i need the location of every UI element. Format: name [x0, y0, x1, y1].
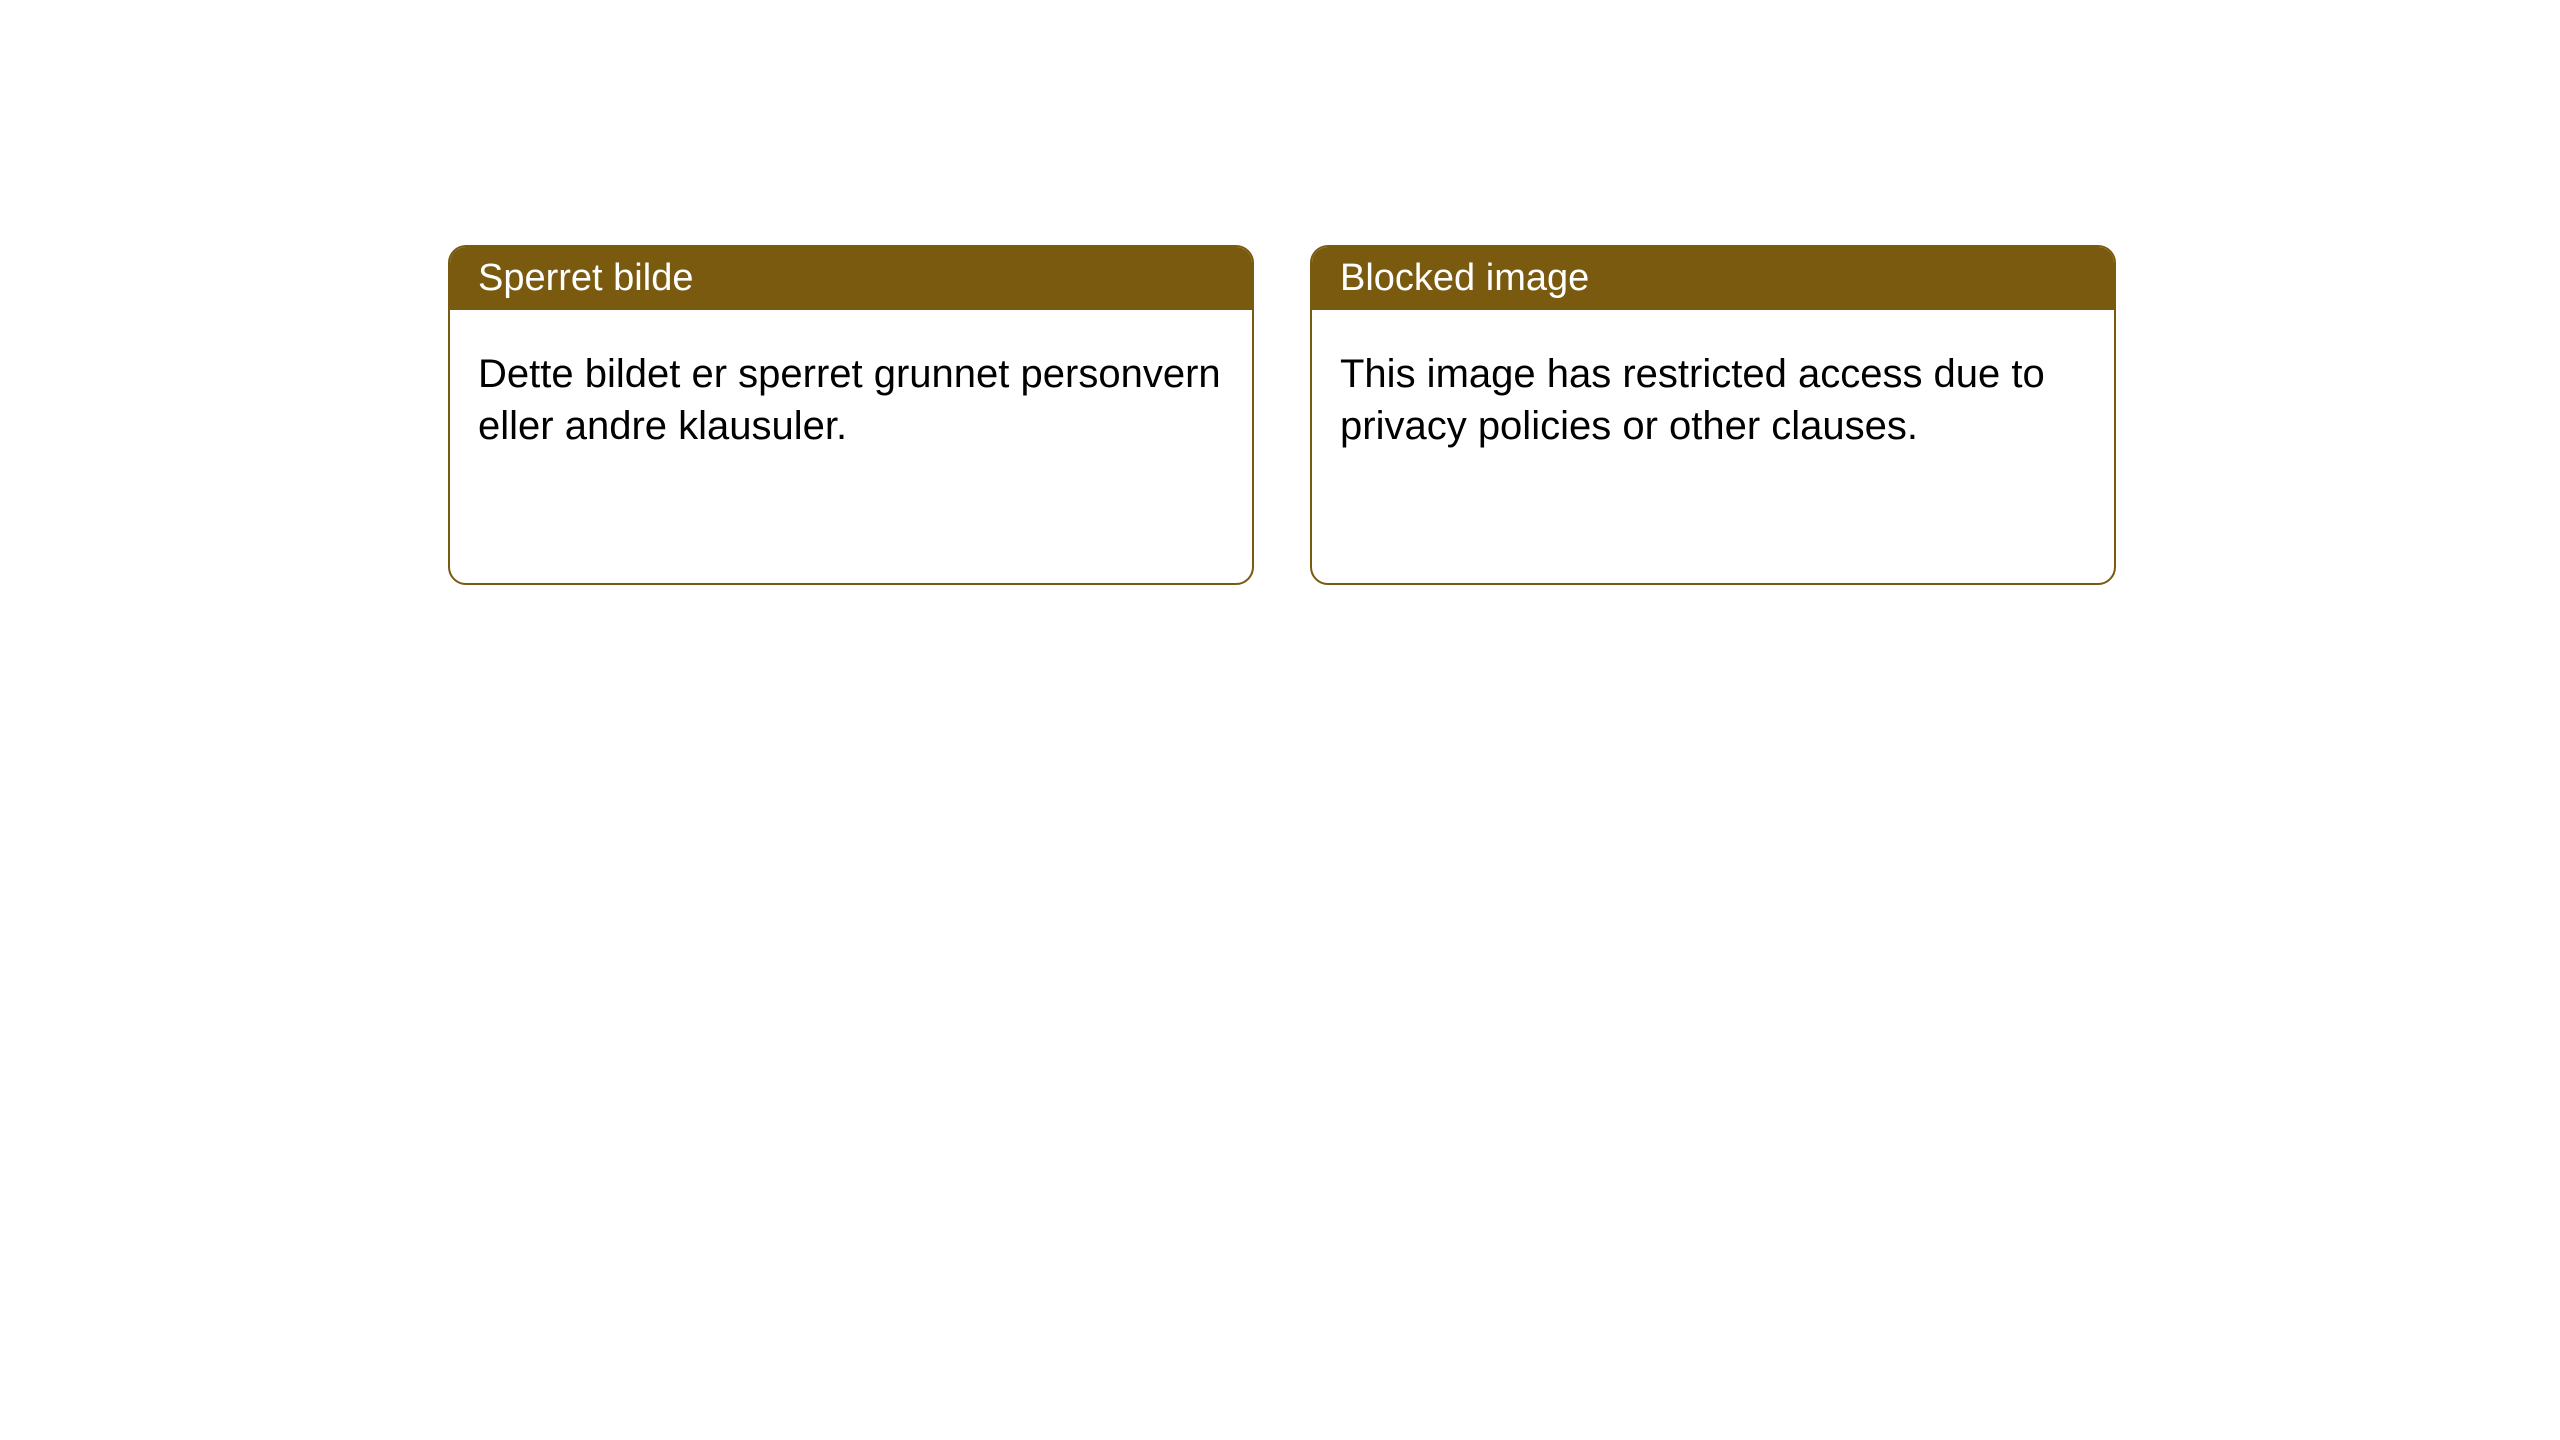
- notice-card-en: Blocked image This image has restricted …: [1310, 245, 2116, 585]
- notice-card-no: Sperret bilde Dette bildet er sperret gr…: [448, 245, 1254, 585]
- notice-card-body-no: Dette bildet er sperret grunnet personve…: [450, 310, 1252, 490]
- notice-card-header-en: Blocked image: [1312, 247, 2114, 310]
- notice-card-body-en: This image has restricted access due to …: [1312, 310, 2114, 490]
- notice-cards-row: Sperret bilde Dette bildet er sperret gr…: [448, 245, 2116, 585]
- notice-card-header-no: Sperret bilde: [450, 247, 1252, 310]
